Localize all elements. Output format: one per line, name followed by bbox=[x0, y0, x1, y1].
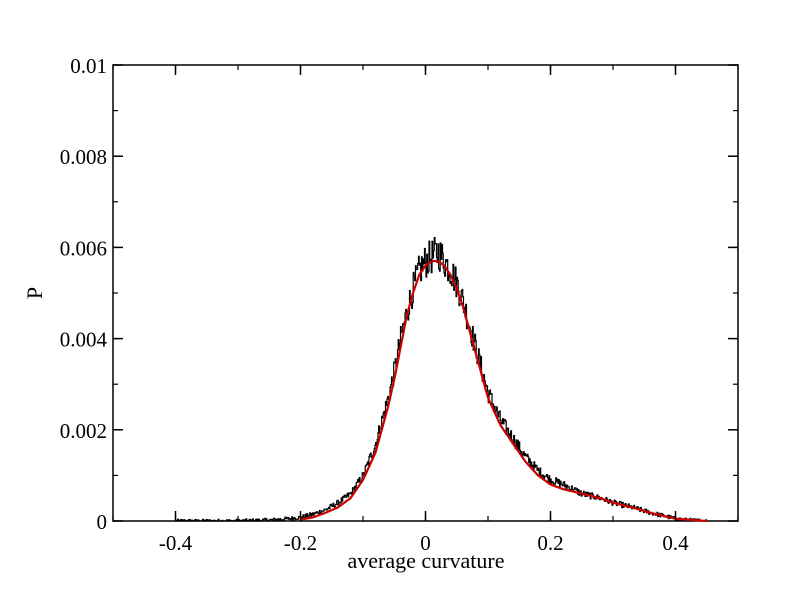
y-axis-label: P bbox=[22, 287, 47, 299]
y-tick-label: 0.004 bbox=[60, 328, 108, 352]
series-layer bbox=[175, 237, 708, 523]
y-tick-label: 0 bbox=[97, 510, 108, 534]
y-tick-label: 0.01 bbox=[70, 54, 107, 78]
histogram-series bbox=[175, 237, 708, 522]
y-tick-label: 0.008 bbox=[60, 145, 107, 169]
y-tick-label: 0.002 bbox=[60, 419, 107, 443]
y-tick-label: 0.006 bbox=[60, 236, 107, 260]
x-tick-label: 0 bbox=[420, 531, 431, 555]
x-axis-ticks: -0.4 -0.2 0 0.2 0.4 bbox=[112, 65, 739, 555]
x-tick-label: 0.2 bbox=[537, 531, 563, 555]
plot-area bbox=[112, 64, 739, 522]
x-tick-label: -0.4 bbox=[159, 531, 193, 555]
fit-series bbox=[300, 260, 707, 523]
x-axis-label: average curvature bbox=[348, 548, 505, 573]
x-tick-label: -0.2 bbox=[284, 531, 317, 555]
x-tick-label: 0.4 bbox=[662, 531, 689, 555]
y-axis-ticks: 0 0.002 0.004 0.006 0.008 0.01 bbox=[60, 54, 738, 534]
